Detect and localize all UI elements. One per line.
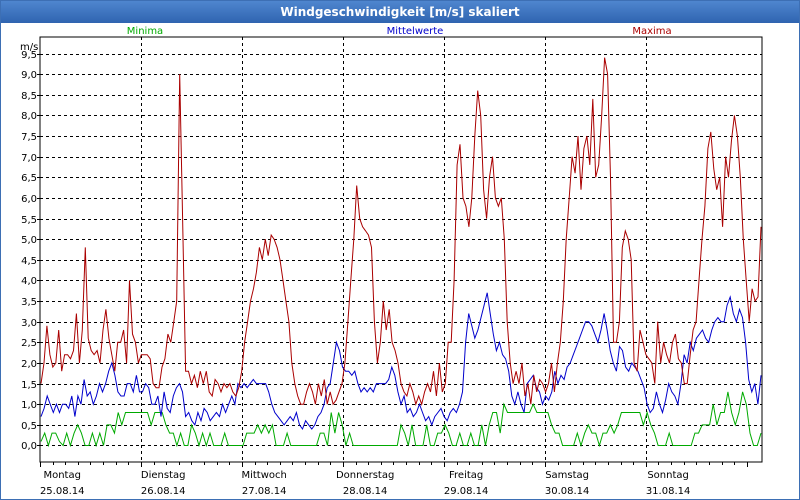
- x-day-label: Samstag: [545, 470, 589, 481]
- y-tick-label: 4,5: [21, 256, 37, 267]
- x-date-label: 27.08.14: [242, 486, 287, 497]
- x-date-label: 30.08.14: [545, 486, 590, 497]
- x-day-label: Montag: [43, 470, 80, 481]
- y-tick-label: 6,5: [21, 173, 37, 184]
- x-day-label: Donnerstag: [336, 470, 394, 481]
- y-tick-label: 5,0: [21, 235, 37, 246]
- legend-entry: Maxima: [632, 26, 671, 37]
- y-tick-label: 8,5: [21, 91, 37, 102]
- y-tick-label: 2,5: [21, 338, 37, 349]
- y-tick-label: 8,0: [21, 111, 37, 122]
- y-axis-label: m/s: [20, 42, 38, 53]
- y-tick-label: 6,0: [21, 194, 37, 205]
- legend-entry: Minima: [127, 26, 163, 37]
- y-tick-label: 7,0: [21, 153, 37, 164]
- y-tick-label: 3,0: [21, 318, 37, 329]
- x-day-label: Sonntag: [647, 470, 689, 481]
- x-date-label: 31.08.14: [646, 486, 691, 497]
- y-tick-label: 3,5: [21, 297, 37, 308]
- x-date-label: 28.08.14: [343, 486, 388, 497]
- y-tick-label: 7,5: [21, 132, 37, 143]
- y-tick-label: 9,5: [21, 50, 37, 61]
- chart-axes: [37, 36, 763, 467]
- x-day-label: Dienstag: [141, 470, 186, 481]
- chart-grid: [40, 37, 762, 462]
- y-tick-label: 5,5: [21, 215, 37, 226]
- y-tick-label: 9,0: [21, 70, 37, 81]
- y-tick-label: 0,5: [21, 421, 37, 432]
- y-tick-label: 0,0: [21, 441, 37, 452]
- x-day-label: Mittwoch: [241, 470, 286, 481]
- series-line-minima: [40, 391, 762, 448]
- y-tick-label: 2,0: [21, 359, 37, 370]
- y-tick-label: 1,5: [21, 380, 37, 391]
- y-tick-label: 4,0: [21, 276, 37, 287]
- series-line-maxima: [40, 57, 762, 406]
- legend-entry: Mittelwerte: [387, 26, 444, 37]
- series-line-mittelwerte: [40, 292, 762, 431]
- chart-title: Windgeschwindigkeit [m/s] skaliert: [1, 1, 799, 23]
- y-tick-label: 1,0: [21, 400, 37, 411]
- chart-labels: 0,0 0,5 1,0 1,5 2,0 2,5 3,0 3,5 4,0 4,5 5,0 5,5 6,0 6…: [20, 26, 690, 497]
- x-date-label: 29.08.14: [444, 486, 489, 497]
- chart-series: [40, 57, 762, 448]
- x-day-label: Freitag: [449, 470, 483, 481]
- x-date-label: 26.08.14: [141, 486, 186, 497]
- plot-area: [39, 36, 763, 463]
- x-date-label: 25.08.14: [40, 486, 85, 497]
